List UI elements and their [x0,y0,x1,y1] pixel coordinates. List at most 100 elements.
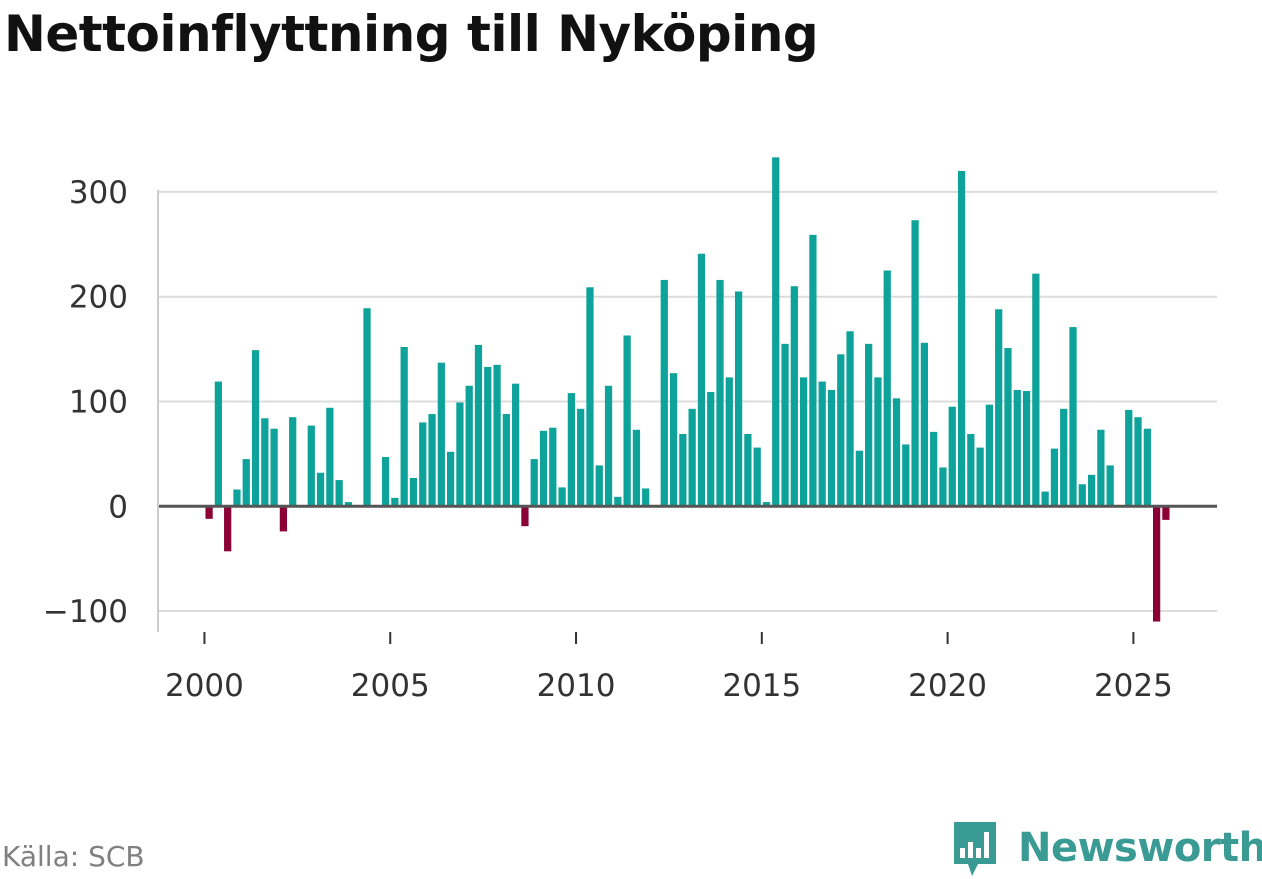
bar [827,389,836,507]
x-tick-label: 2025 [1094,668,1173,704]
bar [512,383,520,507]
bar [604,385,613,507]
bar [614,496,622,507]
bar [707,392,715,507]
bar [1032,273,1040,507]
bar [1143,428,1151,507]
bar [419,422,427,507]
bar [1152,506,1161,622]
bar [976,447,984,507]
chart-title: Nettoinflyttning till Nyköping [4,5,819,63]
bar [530,459,538,507]
bar [725,377,733,507]
bar [883,270,891,507]
newsworthy-logo[interactable]: Newsworthy [950,818,1262,878]
source-label: Källa: [2,840,80,873]
bar [734,291,743,507]
bar [363,308,371,507]
bar [846,331,854,507]
bar [307,425,315,507]
bar [697,253,706,507]
bar [1013,389,1021,507]
bar [233,489,241,507]
bar [428,414,436,507]
bar [688,408,696,507]
bar [577,408,585,507]
bar [623,335,631,507]
bar [660,279,668,507]
bar [1087,474,1096,507]
bar [437,362,445,507]
x-tick-label: 2005 [351,668,430,704]
bar [465,385,473,507]
x-tick-label: 2000 [165,668,244,704]
bar [679,433,687,507]
bar [892,398,901,507]
bar [920,342,929,507]
bar [967,433,975,507]
bar [1050,448,1059,507]
bar [279,506,288,532]
bar [205,506,213,519]
bar [1106,465,1114,507]
bar [1134,417,1142,507]
x-tick-label: 2020 [908,668,987,704]
bar [344,502,353,507]
source-note: Källa: SCB [2,840,145,873]
bar [586,287,594,507]
bar [289,417,297,507]
bars [205,157,1170,622]
bar [270,428,278,507]
bar [493,364,501,507]
bar [251,350,260,507]
bar [995,309,1003,507]
y-tick-label: 200 [69,280,128,316]
bar [326,407,334,507]
bar [902,444,910,507]
bar [809,234,817,507]
bar [446,451,455,507]
bar [716,279,724,507]
bar [939,467,947,507]
bar [224,506,232,552]
bar [484,366,492,507]
bar [456,402,464,507]
axes: 300 200 100 0 −100 2000 2005 2010 2015 2020 2025 [43,175,1173,704]
bar [474,344,483,507]
bar [391,497,399,507]
bar [521,506,529,527]
bar [502,414,510,507]
bar [762,502,771,507]
newsworthy-logo-icon [954,822,996,876]
y-tick-label: 300 [69,175,128,211]
bar [1041,491,1049,507]
bar [744,433,752,507]
bar [948,406,956,507]
bar [790,286,798,507]
bar [1069,327,1077,507]
bar [1004,348,1012,507]
bar [381,457,390,507]
bar [957,170,966,507]
bar [985,404,994,507]
y-tick-label: 0 [108,489,128,525]
bar [855,450,863,507]
bar [558,487,566,507]
bar [214,381,223,507]
bar [874,377,882,507]
bar [930,431,938,507]
bar [772,157,780,507]
bar [549,427,557,507]
bar [632,429,641,507]
bar [539,430,548,507]
bar [1060,408,1068,507]
bar [799,377,808,507]
bar [1125,409,1133,507]
bar [242,459,250,507]
x-tick-label: 2015 [722,668,801,704]
bar [753,447,761,507]
grid-lines [158,190,1217,613]
brand-name: Newsworthy [1018,825,1262,871]
bar [837,354,845,507]
